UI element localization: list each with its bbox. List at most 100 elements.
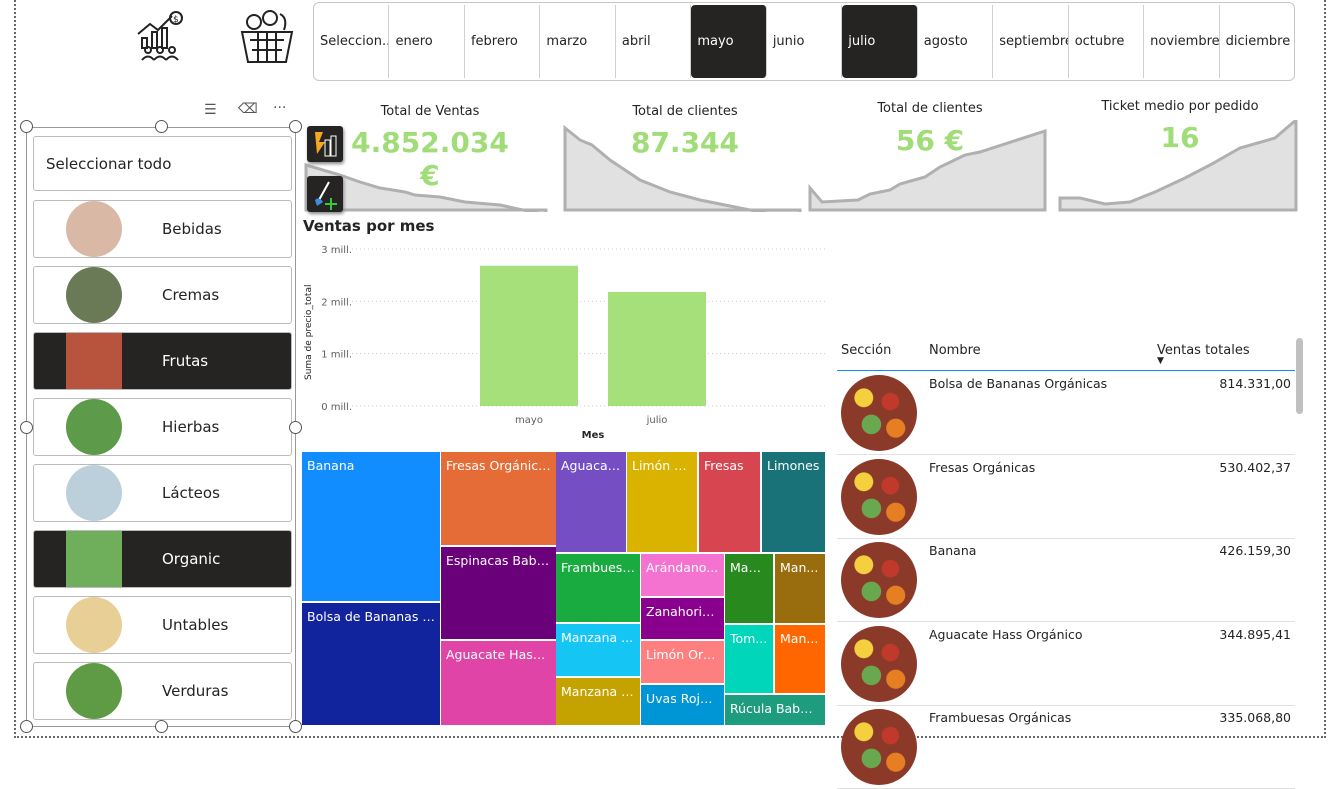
kpi-title-clientes: Total de clientes [632,104,738,119]
treemap-tile[interactable]: Tom... [725,625,773,693]
month-noviembre[interactable]: noviembre [1144,5,1220,78]
treemap-tile[interactable]: Aguacat... [556,452,626,552]
item-label: Bebidas [162,220,222,238]
month-diciembre[interactable]: diciembre [1225,34,1291,49]
x-tick-label: julio [646,415,668,426]
treemap-tile[interactable]: Frambuesa... [556,554,640,622]
treemap-tile[interactable]: Rúcula Baby ... [725,695,825,725]
verduras-image [66,663,122,719]
frutas-image [66,333,122,389]
eraser-icon[interactable]: ⌫ [238,101,258,117]
row-value: 344.895,41 [1219,626,1291,642]
slicer-item-organic[interactable]: Organic [33,530,292,588]
treemap-tile[interactable]: Fresas Orgánicas [441,452,556,545]
table-row[interactable]: Banana 426.159,30 [837,538,1295,622]
format-painter-button[interactable] [307,176,343,212]
row-name: Frambuesas Orgánicas [929,710,1072,725]
filter-icon[interactable]: ☰ [204,102,217,118]
row-value: 814.331,00 [1219,376,1291,391]
resize-handle[interactable] [20,421,33,434]
treemap-tile[interactable]: Fresas [699,452,760,552]
resize-handle[interactable] [155,120,168,133]
month-julio[interactable]: julio [842,5,918,78]
slicer-item-lacteos[interactable]: Lácteos [33,464,292,522]
treemap-tile[interactable]: Man... [725,554,773,623]
select-all-item[interactable]: Seleccionar todo [33,136,292,191]
table-row[interactable]: Aguacate Hass Orgánico 344.895,41 [837,622,1295,706]
resize-handle[interactable] [20,120,33,133]
treemap-tile[interactable]: Zanahoria... [641,598,724,639]
resize-handle[interactable] [20,720,33,733]
header-divider [837,370,1295,371]
seccion-image [841,458,917,535]
row-name: Fresas Orgánicas [929,459,1036,475]
table-row[interactable]: Bolsa de Bananas Orgánicas 814.331,00 [837,371,1295,455]
month-mayo[interactable]: mayo [691,5,767,78]
select-all-label: Seleccionar todo [46,154,172,173]
month-agosto[interactable]: agosto [918,5,994,78]
resize-handle[interactable] [289,120,302,133]
treemap-tile[interactable]: Limón Org... [641,641,724,683]
slicer-item-cremas[interactable]: Cremas [33,266,292,324]
sort-desc-icon[interactable]: ▼ [1157,356,1164,366]
resize-handle[interactable] [289,720,302,733]
month-marzo[interactable]: marzo [540,5,616,78]
item-label: Organic [162,550,221,568]
slicer-item-hierbas[interactable]: Hierbas [33,398,292,456]
kpi-value-ticket-medio: 16 [1160,121,1200,154]
table-row[interactable]: Frambuesas Orgánicas 335.068,80 [837,705,1295,789]
treemap-tile[interactable]: Limones [762,452,825,552]
bar-chart: Suma de precio_total Mes 0 mill. 1 mill. 2… [304,245,825,441]
month-febrero[interactable]: febrero [465,5,541,78]
treemap-tile[interactable]: Espinacas Baby ... [441,547,556,639]
bar-julio[interactable] [608,291,706,406]
month-septiembre[interactable]: septiembre [993,5,1069,78]
resize-handle[interactable] [289,421,302,434]
more-options-icon[interactable]: ··· [273,100,287,116]
treemap-tile[interactable]: Arándano... [641,554,724,596]
slicer-item-verduras[interactable]: Verduras [33,662,292,720]
resize-handle[interactable] [155,720,168,733]
item-label: Verduras [162,682,229,700]
item-label: Lácteos [162,484,220,502]
treemap-tile[interactable]: Man... [775,554,825,623]
slicer-item-bebidas[interactable]: Bebidas [33,200,292,258]
col-header-seccion[interactable]: Sección [841,343,892,358]
table-scrollbar[interactable] [1296,338,1303,414]
slicer-item-frutas[interactable]: Frutas [33,332,292,390]
bar-mayo[interactable] [480,265,578,406]
treemap-tile[interactable]: Limón G... [627,452,697,552]
month-select-all[interactable]: Seleccion... [314,5,390,78]
quick-insights-button[interactable] [307,126,343,162]
kpi-value-ventas: 4.852.034 € [351,126,509,192]
row-name: Bolsa de Bananas Orgánicas [929,376,1108,391]
hierbas-image [66,399,122,455]
month-octubre[interactable]: octubre [1069,5,1145,78]
treemap-tile[interactable]: Banana [302,452,440,601]
row-name: Banana [929,543,977,558]
y-tick-label: 0 mill. [321,402,352,413]
treemap-tile[interactable]: Aguacate Hass ... [441,641,556,725]
month-junio[interactable]: junio [767,5,843,78]
month-enero[interactable]: enero [389,5,465,78]
treemap-tile[interactable]: Bolsa de Bananas O... [302,603,440,725]
x-axis-label: Mes [582,430,605,441]
treemap: Banana Bolsa de Bananas O... Fresas Orgáni… [302,452,825,725]
treemap-tile[interactable]: Man... [775,625,825,693]
col-header-nombre[interactable]: Nombre [929,343,981,358]
report-canvas-border [14,0,1326,738]
slicer-item-untables[interactable]: Untables [33,596,292,654]
col-header-ventas[interactable]: Ventas totales [1157,343,1250,358]
lacteos-image [66,465,122,521]
month-abril[interactable]: abril [616,5,692,78]
treemap-tile[interactable]: Manzana F... [556,678,640,725]
row-name: Aguacate Hass Orgánico [929,626,1083,642]
y-tick-label: 3 mill. [321,245,352,256]
bebidas-image [66,201,122,257]
table-row[interactable]: Fresas Orgánicas 530.402,37 [837,455,1295,539]
x-tick-label: mayo [515,415,543,426]
kpi-title-clientes-2: Total de clientes [877,101,983,116]
treemap-tile[interactable]: Uvas Roja... [641,685,724,725]
treemap-tile[interactable]: Manzana ... [556,624,640,676]
item-label: Hierbas [162,418,220,436]
